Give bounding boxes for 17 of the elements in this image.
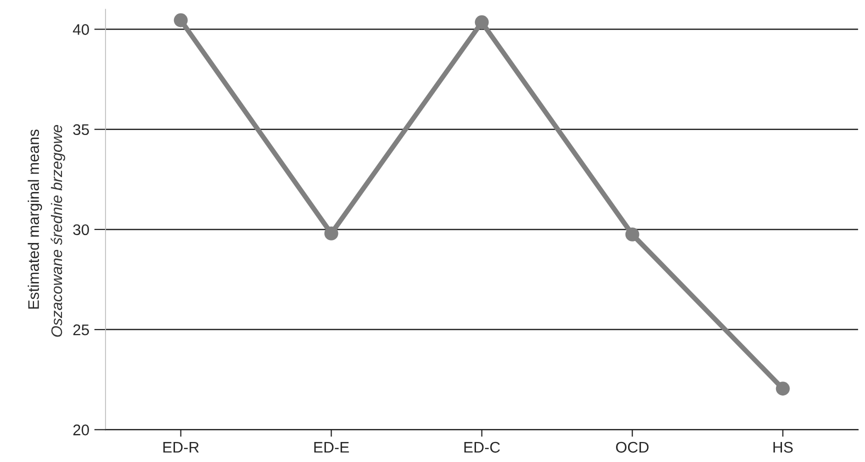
point <box>625 228 640 242</box>
y-tick-label: 40 <box>72 24 89 35</box>
x-tick-label: ED-E <box>314 442 349 453</box>
point <box>776 382 790 396</box>
x-tick-label: HS <box>773 442 793 453</box>
y-tick-label: 30 <box>73 224 89 236</box>
point <box>324 226 338 240</box>
y-tick-label: 35 <box>73 124 89 136</box>
x-tick-label: OCD <box>616 442 649 453</box>
point <box>474 15 489 30</box>
text: Oszacowane średnie brzegowe <box>50 124 66 337</box>
x-tick-label: ED-R <box>163 442 199 453</box>
y-axis-title: Estimated marginal means <box>28 130 42 309</box>
y-tick-label: 20 <box>73 424 89 436</box>
point <box>174 13 188 28</box>
x-tick-label: ED-C <box>464 442 500 453</box>
y-tick-label: 25 <box>73 324 89 336</box>
